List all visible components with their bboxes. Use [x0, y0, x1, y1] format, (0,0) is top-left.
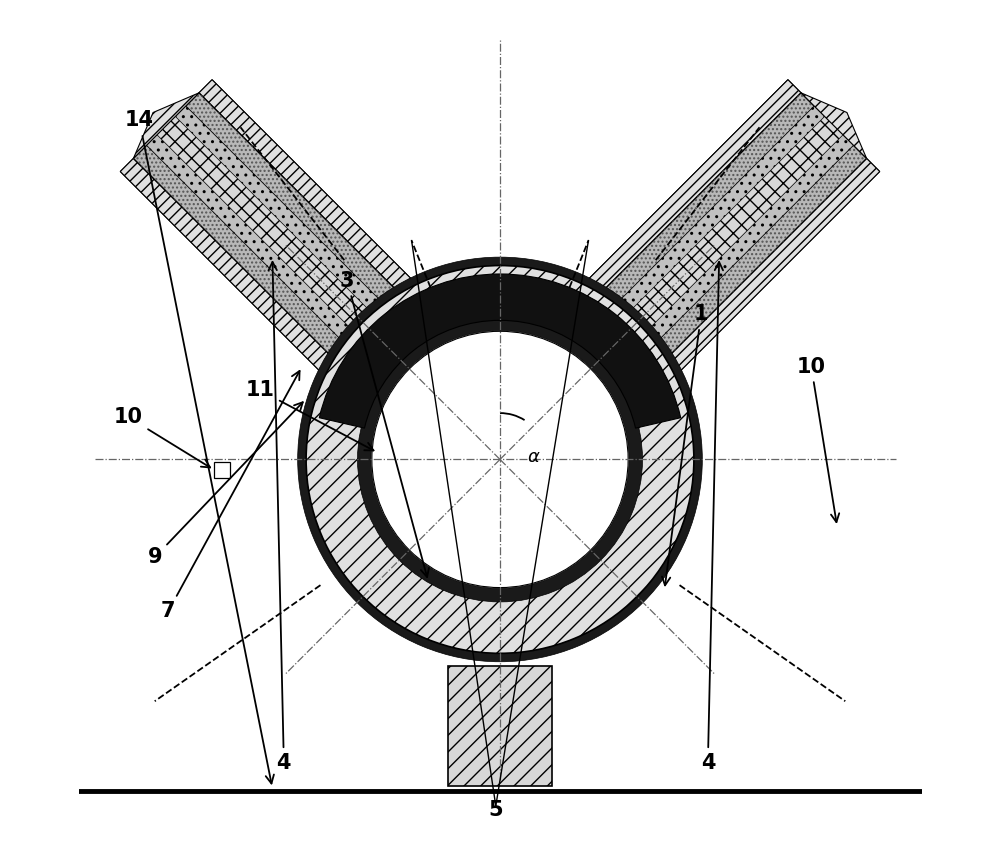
Polygon shape — [579, 80, 801, 302]
Text: 11: 11 — [245, 380, 374, 450]
Text: 9: 9 — [148, 402, 303, 567]
Wedge shape — [306, 266, 694, 653]
Polygon shape — [133, 93, 199, 158]
Polygon shape — [592, 302, 658, 367]
Wedge shape — [358, 317, 642, 602]
Polygon shape — [801, 93, 867, 158]
Polygon shape — [579, 80, 880, 380]
Bar — [214, 462, 230, 478]
Polygon shape — [616, 116, 843, 343]
Bar — [448, 666, 552, 786]
Polygon shape — [199, 80, 421, 302]
Polygon shape — [342, 302, 408, 367]
Text: 5: 5 — [488, 800, 503, 820]
Polygon shape — [120, 158, 342, 380]
Text: 10: 10 — [114, 407, 210, 468]
Text: 7: 7 — [161, 371, 300, 621]
Text: $\alpha$: $\alpha$ — [527, 448, 541, 466]
Wedge shape — [319, 274, 681, 428]
Polygon shape — [157, 116, 384, 343]
Text: 4: 4 — [701, 262, 723, 773]
Polygon shape — [592, 93, 867, 367]
Polygon shape — [147, 106, 394, 354]
Polygon shape — [133, 93, 408, 367]
Polygon shape — [120, 80, 421, 380]
Text: 4: 4 — [269, 262, 291, 773]
Text: 1: 1 — [662, 304, 708, 585]
Text: 14: 14 — [125, 110, 274, 783]
Polygon shape — [606, 106, 853, 354]
Wedge shape — [298, 257, 702, 662]
Text: 10: 10 — [797, 357, 839, 522]
Text: 3: 3 — [340, 271, 429, 577]
Circle shape — [372, 331, 628, 588]
Polygon shape — [658, 158, 880, 380]
